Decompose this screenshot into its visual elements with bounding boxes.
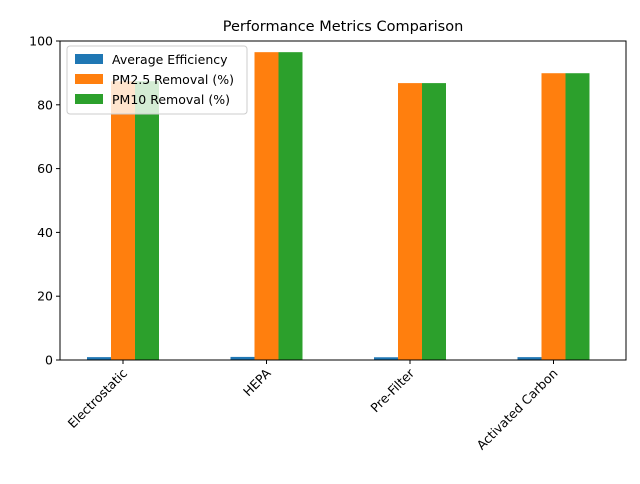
bar-1-1 bbox=[254, 52, 279, 361]
legend-label-2: PM10 Removal (%) bbox=[112, 92, 230, 107]
y-tick-label: 100 bbox=[29, 34, 53, 49]
bar-0-1 bbox=[230, 356, 255, 360]
legend-swatch-1 bbox=[75, 74, 103, 84]
y-tick-label: 60 bbox=[37, 161, 53, 176]
bar-2-2 bbox=[422, 83, 446, 361]
legend-label-1: PM2.5 Removal (%) bbox=[112, 72, 234, 87]
y-tick-label: 40 bbox=[37, 225, 53, 240]
legend-swatch-0 bbox=[75, 54, 103, 64]
bar-1-0 bbox=[111, 81, 135, 360]
bar-2-1 bbox=[278, 52, 303, 361]
y-tick-label: 20 bbox=[37, 289, 53, 304]
bar-1-3 bbox=[541, 73, 566, 360]
axes-frame bbox=[59, 40, 627, 361]
chart-title: Performance Metrics Comparison bbox=[223, 19, 464, 35]
bar-1-2 bbox=[398, 83, 422, 361]
bar-2-3 bbox=[565, 73, 590, 360]
bar-0-2 bbox=[374, 357, 398, 360]
y-tick-label: 80 bbox=[37, 97, 53, 112]
legend: Average Efficiency PM2.5 Removal (%) PM10 … bbox=[66, 45, 248, 115]
bar-0-0 bbox=[87, 357, 111, 360]
legend-swatch-2 bbox=[75, 94, 103, 104]
legend-box bbox=[66, 45, 248, 115]
legend-label-0: Average Efficiency bbox=[112, 52, 228, 67]
bar-2-0 bbox=[135, 81, 159, 360]
y-tick-label: 0 bbox=[45, 353, 53, 368]
bar-0-3 bbox=[517, 357, 542, 360]
